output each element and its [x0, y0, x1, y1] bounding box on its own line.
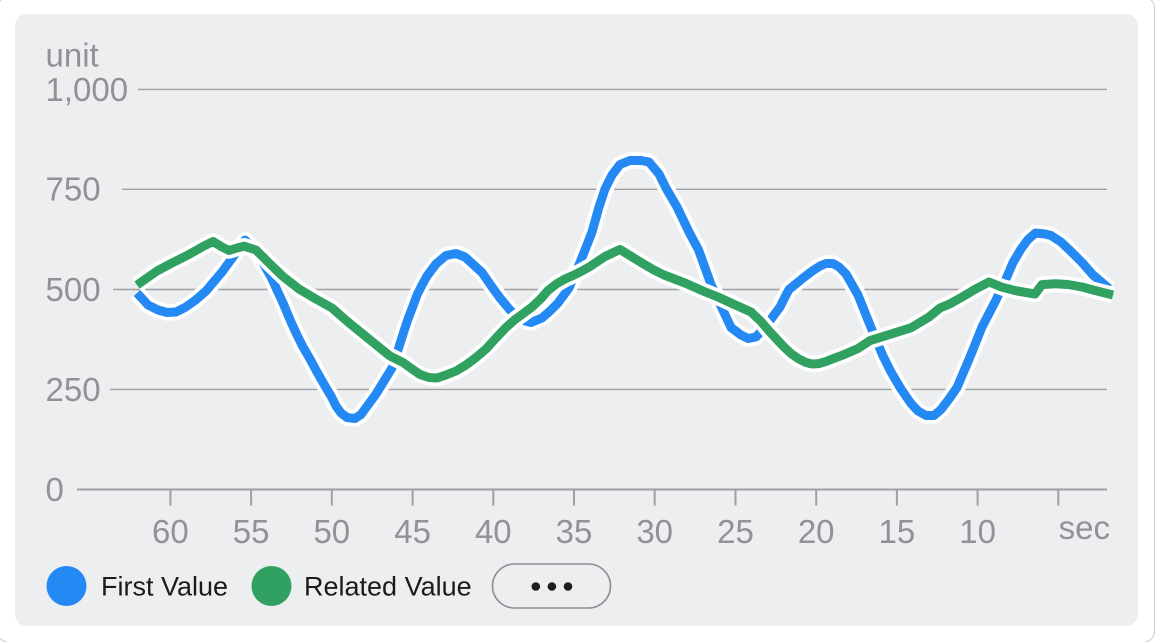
svg-text:10: 10	[959, 513, 996, 550]
svg-text:750: 750	[46, 171, 101, 208]
svg-text:0: 0	[46, 471, 64, 508]
svg-text:unit: unit	[46, 37, 99, 74]
svg-text:60: 60	[152, 513, 189, 550]
svg-text:50: 50	[313, 513, 350, 550]
svg-text:40: 40	[475, 513, 512, 550]
svg-text:30: 30	[636, 513, 673, 550]
svg-text:45: 45	[394, 513, 431, 550]
svg-text:Related Value: Related Value	[304, 572, 472, 602]
svg-text:500: 500	[46, 271, 101, 308]
svg-text:20: 20	[798, 513, 835, 550]
svg-text:sec: sec	[1059, 509, 1110, 546]
svg-text:15: 15	[879, 513, 916, 550]
svg-text:55: 55	[233, 513, 270, 550]
svg-text:First Value: First Value	[101, 572, 228, 602]
svg-text:1,000: 1,000	[46, 71, 129, 108]
svg-text:35: 35	[556, 513, 593, 550]
svg-text:250: 250	[46, 371, 101, 408]
svg-text:25: 25	[717, 513, 754, 550]
